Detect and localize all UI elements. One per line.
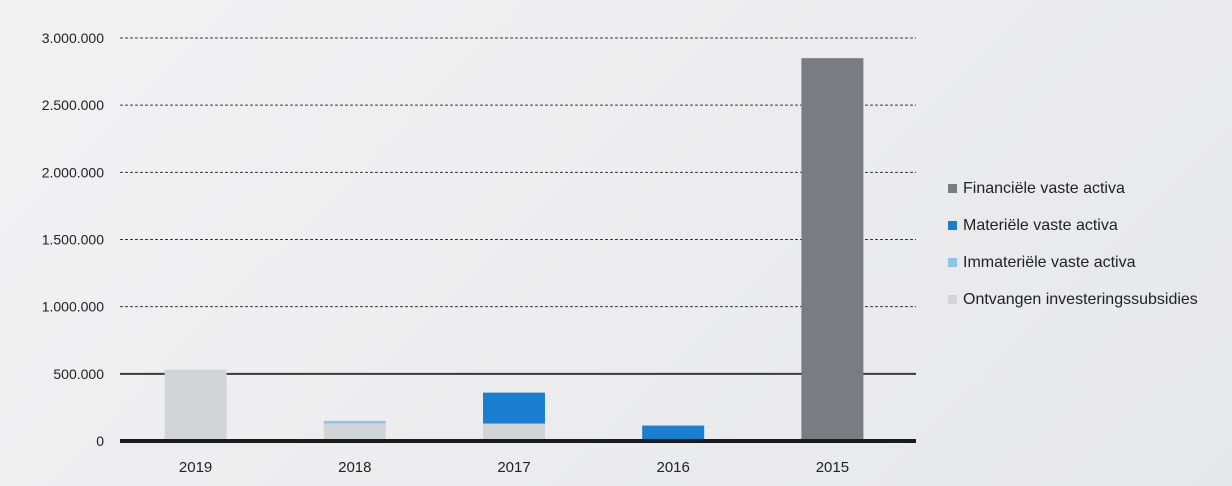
- y-tick-label: 500.000: [53, 366, 104, 382]
- bar-segment: [642, 425, 705, 441]
- x-tick-label: 2015: [816, 459, 849, 476]
- y-tick-label: 0: [96, 433, 104, 449]
- legend-label: Financiële vaste activa: [963, 179, 1125, 197]
- bars: [164, 58, 864, 442]
- bar-segment: [164, 369, 227, 441]
- y-tick-label: 2.000.000: [42, 164, 104, 180]
- bar-segment: [323, 420, 386, 424]
- legend: Financiële vaste activa Materiële vaste a…: [948, 170, 1198, 318]
- x-tick-label: 2016: [657, 459, 690, 476]
- y-tick-label: 1.500.000: [42, 232, 104, 248]
- legend-item: Immateriële vaste activa: [948, 244, 1198, 281]
- legend-label: Ontvangen investeringssubsidies: [963, 290, 1198, 308]
- x-tick-label: 2018: [338, 459, 371, 476]
- gridlines: [120, 37, 916, 375]
- y-tick-label: 3.000.000: [42, 30, 104, 46]
- x-tick-label: 2019: [179, 459, 212, 476]
- y-axis-ticks: 0 500.000 1.000.000 1.500.000 2.000.000 2.500…: [42, 30, 105, 449]
- legend-swatch: [948, 184, 957, 193]
- x-axis-ticks: 2019 2018 2017 2016 2015: [179, 459, 849, 476]
- bar-segment: [483, 423, 545, 441]
- legend-swatch: [948, 221, 957, 230]
- bar-segment: [801, 58, 864, 442]
- legend-swatch: [948, 258, 957, 267]
- bar-segment: [483, 392, 545, 424]
- legend-item: Ontvangen investeringssubsidies: [948, 281, 1198, 318]
- y-tick-label: 2.500.000: [42, 97, 104, 113]
- legend-item: Financiële vaste activa: [948, 170, 1198, 207]
- legend-swatch: [948, 295, 957, 304]
- y-tick-label: 1.000.000: [42, 299, 104, 315]
- bar-segment: [323, 423, 386, 441]
- x-tick-label: 2017: [497, 459, 530, 476]
- legend-label: Materiële vaste activa: [963, 216, 1118, 234]
- legend-label: Immateriële vaste activa: [963, 253, 1136, 271]
- legend-item: Materiële vaste activa: [948, 207, 1198, 244]
